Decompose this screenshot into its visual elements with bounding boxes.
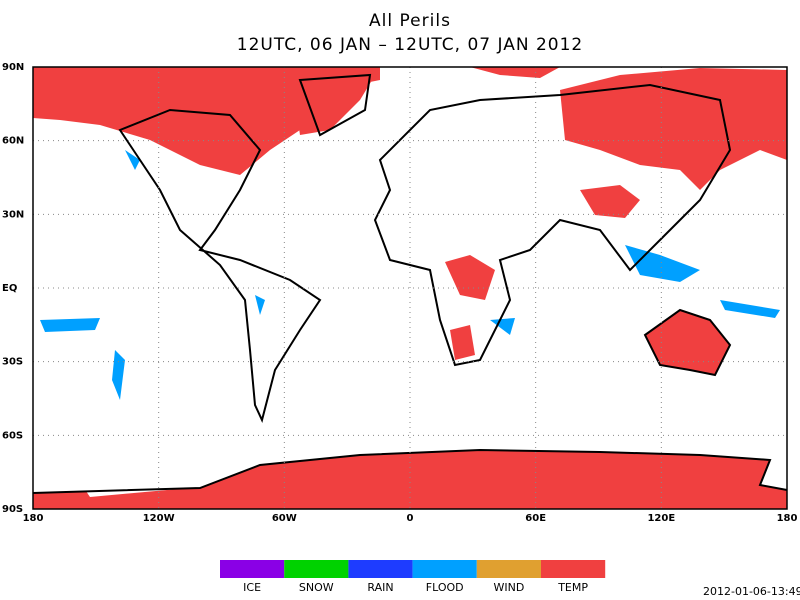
map	[32, 66, 788, 510]
legend-label: RAIN	[367, 581, 393, 594]
timestamp: 2012-01-06-13:49	[703, 585, 800, 598]
legend: ICE SNOW RAIN FLOOD WIND TEMP	[220, 560, 606, 594]
lon-label: 120E	[647, 513, 675, 524]
legend-swatch	[412, 560, 477, 578]
graticule	[33, 67, 787, 509]
title: All Perils	[369, 11, 451, 31]
legend-label: FLOOD	[426, 581, 464, 594]
lat-label: EQ	[2, 283, 17, 294]
lat-label: 90N	[2, 62, 24, 73]
legend-swatch	[541, 560, 606, 578]
legend-swatch	[220, 560, 285, 578]
lon-label: 120W	[143, 513, 175, 524]
lat-label: 90S	[2, 504, 23, 515]
legend-swatch	[348, 560, 413, 578]
lon-label: 180	[23, 513, 44, 524]
subtitle: 12UTC, 06 JAN – 12UTC, 07 JAN 2012	[237, 35, 583, 55]
legend-label: ICE	[243, 581, 261, 594]
lat-label: 60S	[2, 430, 23, 441]
legend-label: TEMP	[557, 581, 588, 594]
flood-regions	[40, 150, 780, 400]
temp-regions	[33, 67, 787, 509]
map-frame	[32, 66, 788, 510]
legend-swatch	[284, 560, 349, 578]
lon-label: 180	[777, 513, 798, 524]
lat-label: 30N	[2, 209, 24, 220]
legend-label: WIND	[493, 581, 524, 594]
lon-label: 0	[407, 513, 414, 524]
lat-label: 30S	[2, 357, 23, 368]
lat-label: 60N	[2, 136, 24, 147]
legend-swatch	[476, 560, 541, 578]
coastlines	[32, 73, 788, 494]
legend-label: SNOW	[299, 581, 334, 594]
lon-label: 60E	[525, 513, 546, 524]
lon-label: 60W	[272, 513, 297, 524]
